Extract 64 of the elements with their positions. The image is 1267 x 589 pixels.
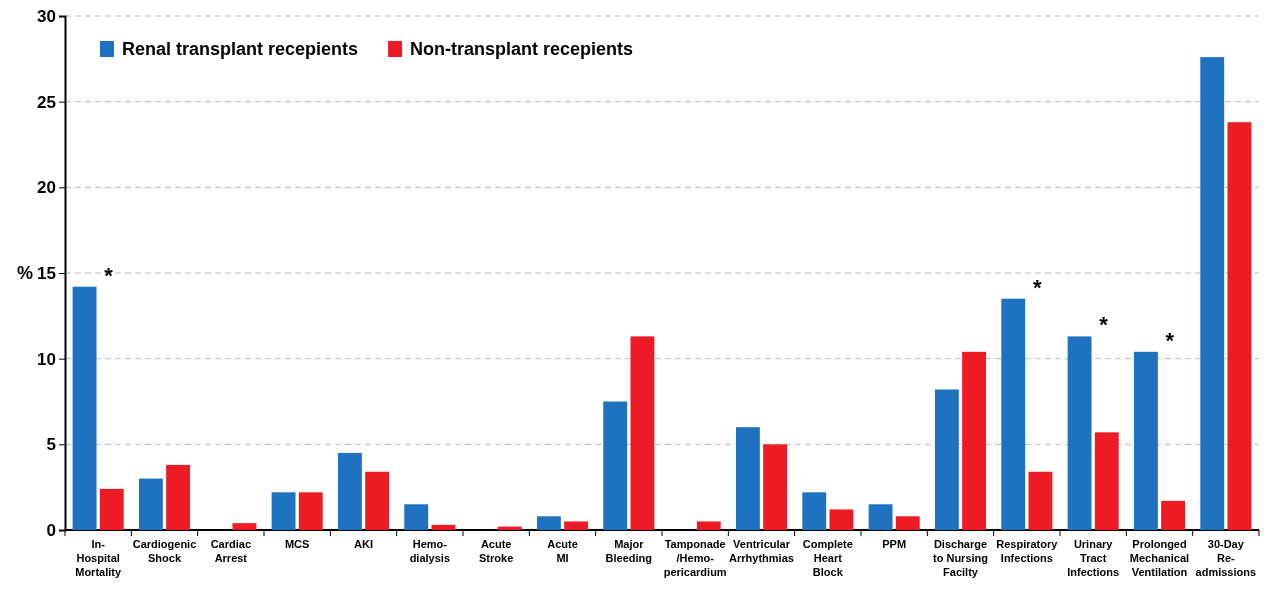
x-tick-label: Cardiogenic Shock <box>132 538 197 564</box>
y-axis-title: % <box>16 263 33 283</box>
bar <box>1094 432 1119 530</box>
bar <box>802 492 827 530</box>
bar <box>1161 500 1186 530</box>
x-tick-label: Hemo- dialysis <box>409 538 451 564</box>
bar <box>829 509 854 530</box>
x-tick-label: Prolonged Mechanical Ventilation <box>1129 538 1190 578</box>
bar <box>1227 122 1252 530</box>
x-tick-label: AKI <box>354 538 373 550</box>
bar <box>1028 471 1053 530</box>
x-tick-label: Discharge to Nursing Facilty <box>933 538 988 578</box>
y-tick-label: 5 <box>46 435 56 455</box>
bar <box>337 452 362 530</box>
bar <box>72 286 97 530</box>
legend-label: Renal transplant recepients <box>122 39 359 59</box>
x-tick-label: Acute MI <box>547 538 578 564</box>
x-tick-label: Major Bleeding <box>605 538 653 564</box>
bar <box>99 488 124 530</box>
legend-label: Non-transplant recepients <box>410 39 634 59</box>
annotation: * <box>1099 312 1109 338</box>
annotation: * <box>104 262 114 288</box>
bar <box>763 444 788 530</box>
bar <box>564 521 589 530</box>
bar <box>1133 351 1158 530</box>
x-tick-label: Acute Stroke <box>479 538 514 564</box>
bar <box>735 427 760 530</box>
x-tick-label: Cardiac Arrest <box>210 538 252 564</box>
bar <box>365 471 390 530</box>
bar <box>868 504 893 530</box>
bar <box>271 492 296 530</box>
y-tick-label: 20 <box>37 178 56 198</box>
x-tick-label: MCS <box>284 538 310 550</box>
bar <box>138 478 163 530</box>
bar <box>404 504 429 530</box>
bar <box>298 492 323 530</box>
y-tick-label: 0 <box>46 520 56 540</box>
annotation: * <box>1032 274 1042 300</box>
bar <box>1001 298 1026 530</box>
bar <box>232 523 257 530</box>
bar <box>934 389 959 530</box>
x-tick-label: Urinary Tract Infections <box>1067 538 1120 578</box>
bar <box>895 516 920 530</box>
x-tick-label: Ventricular Arrhythmias <box>729 538 794 564</box>
bar <box>630 336 655 530</box>
x-tick-label: Respiratory Infections <box>996 538 1059 564</box>
bar <box>431 524 456 530</box>
bar <box>1067 336 1092 530</box>
bar <box>1200 57 1225 530</box>
x-tick-label: PPM <box>882 538 907 550</box>
x-tick-label: In- Hospital Mortality <box>75 538 122 578</box>
y-tick-label: 30 <box>37 6 56 26</box>
y-tick-label: 10 <box>37 349 56 369</box>
annotation: * <box>1165 327 1175 353</box>
y-tick-label: 25 <box>37 92 56 112</box>
x-tick-label: Tamponade /Hemo- pericardium <box>663 538 727 578</box>
bar <box>536 516 561 530</box>
bar <box>962 351 987 530</box>
y-tick-label: 15 <box>37 263 56 283</box>
x-tick-label: Complete Heart Block <box>802 538 853 578</box>
bar <box>696 521 721 530</box>
bar <box>166 464 191 530</box>
bar <box>603 401 628 530</box>
x-tick-label: 30-Day Re- admissions <box>1195 538 1257 578</box>
